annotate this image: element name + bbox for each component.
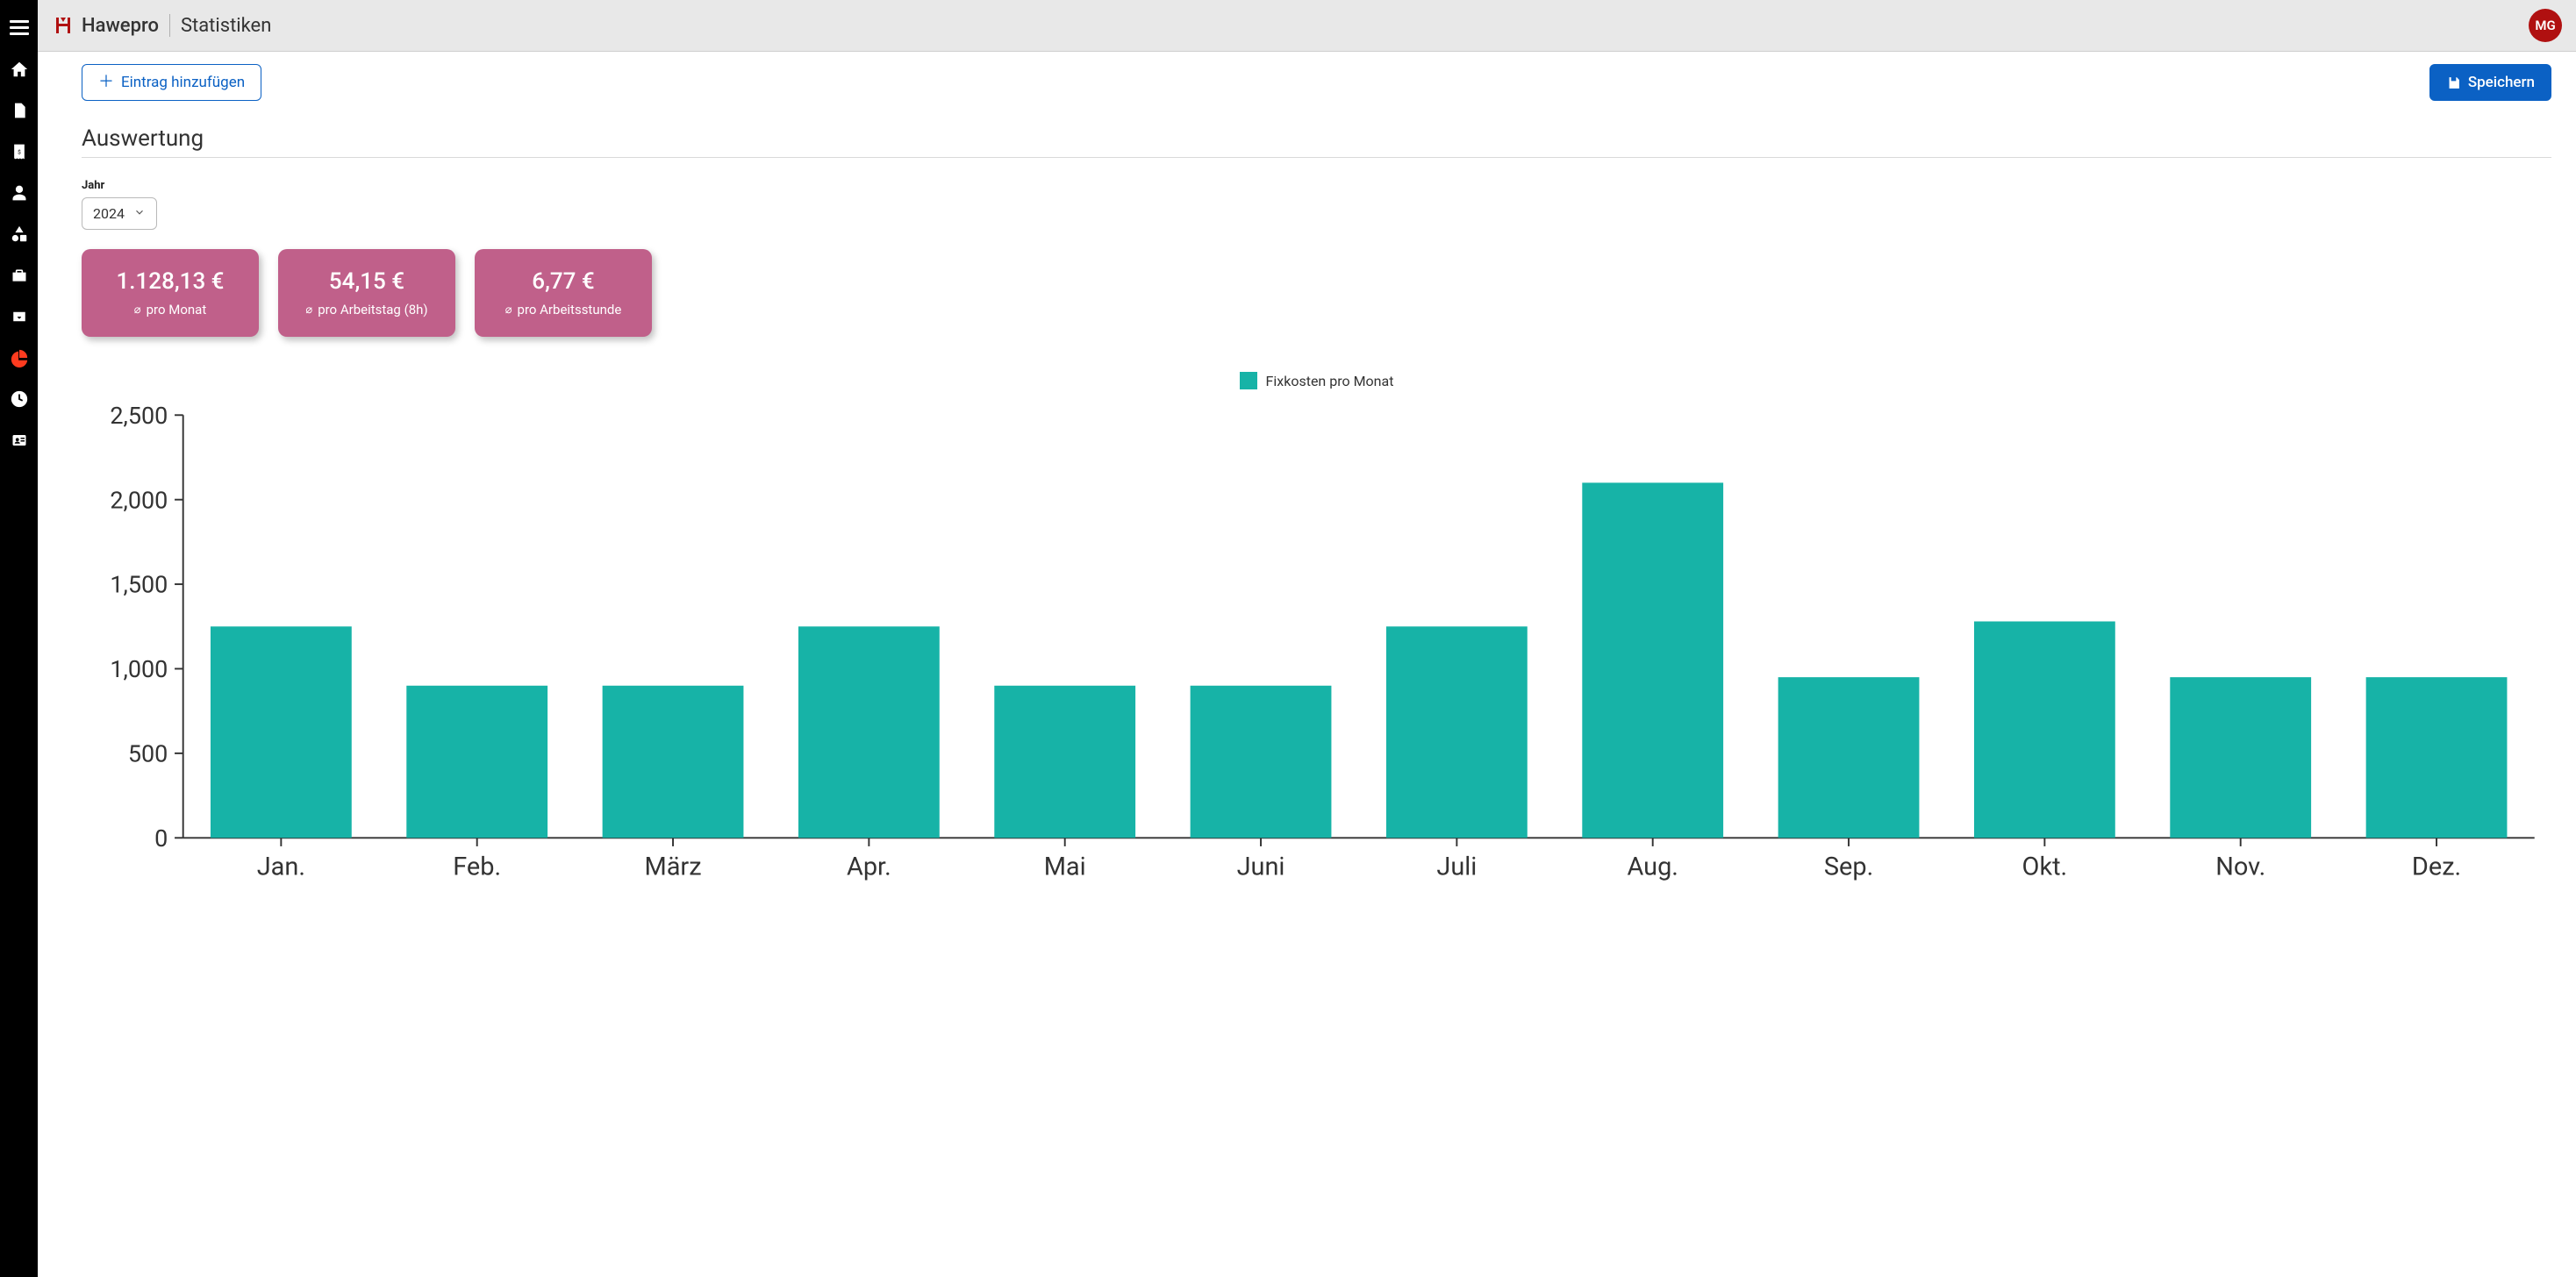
svg-text:$: $	[18, 148, 21, 155]
clock-icon	[10, 389, 29, 409]
svg-text:Feb.: Feb.	[453, 853, 501, 882]
svg-text:Apr.: Apr.	[847, 853, 891, 882]
sidebar-item-shapes[interactable]	[0, 215, 38, 253]
svg-text:Juli: Juli	[1436, 853, 1477, 882]
sidebar-item-person[interactable]	[0, 174, 38, 211]
svg-text:Okt.: Okt.	[2022, 853, 2068, 882]
add-entry-button[interactable]: ＋ Eintrag hinzufügen	[82, 64, 261, 101]
bar	[211, 626, 352, 838]
legend-swatch	[1240, 372, 1257, 389]
save-label: Speichern	[2468, 74, 2535, 91]
toolbar: ＋ Eintrag hinzufügen Speichern	[82, 64, 2551, 101]
sidebar-item-idcard[interactable]	[0, 421, 38, 459]
svg-text:0: 0	[154, 824, 168, 853]
bar	[1191, 686, 1332, 838]
stat-card: 54,15 € ⌀pro Arbeitstag (8h)	[278, 249, 455, 337]
invoice-icon: $	[11, 142, 28, 161]
bar	[1778, 677, 1920, 838]
save-icon	[2446, 75, 2461, 90]
section-title: Auswertung	[82, 125, 2551, 152]
svg-text:1,500: 1,500	[110, 571, 168, 599]
id-card-icon	[10, 432, 29, 448]
year-label: Jahr	[82, 179, 2551, 192]
brand-name: Hawepro	[82, 15, 159, 37]
svg-text:Juni: Juni	[1237, 853, 1285, 882]
bar	[406, 686, 547, 838]
diameter-icon: ⌀	[305, 303, 312, 317]
sidebar-item-toolbox[interactable]	[0, 256, 38, 294]
bar	[798, 626, 940, 838]
svg-text:Nov.: Nov.	[2215, 853, 2265, 882]
bar	[2366, 677, 2508, 838]
diameter-icon: ⌀	[505, 303, 512, 317]
year-select[interactable]: 2024	[82, 197, 157, 230]
save-button[interactable]: Speichern	[2429, 64, 2551, 101]
page-title: Statistiken	[181, 15, 271, 37]
bar	[1974, 622, 2115, 838]
stat-card-value: 54,15 €	[329, 268, 404, 295]
bar	[994, 686, 1135, 838]
diameter-icon: ⌀	[134, 303, 141, 317]
sidebar-item-statistics[interactable]	[0, 339, 38, 376]
svg-text:Mai: Mai	[1044, 853, 1086, 882]
sidebar-item-inbox[interactable]	[0, 297, 38, 335]
section-rule	[82, 157, 2551, 158]
sidebar-item-document[interactable]	[0, 91, 38, 129]
add-entry-label: Eintrag hinzufügen	[121, 74, 245, 91]
bar	[2170, 677, 2311, 838]
chevron-down-icon	[133, 205, 146, 222]
year-value: 2024	[93, 205, 125, 222]
svg-text:Jan.: Jan.	[257, 853, 305, 882]
stat-card-value: 6,77 €	[532, 268, 594, 295]
bar	[1386, 626, 1528, 838]
bar	[603, 686, 744, 838]
person-icon	[11, 183, 28, 203]
chart-pie-icon	[10, 348, 29, 367]
legend-label: Fixkosten pro Monat	[1266, 373, 1394, 389]
main: Hawepro Statistiken MG ＋ Eintrag hinzufü…	[38, 0, 2576, 1277]
shapes-icon	[10, 225, 29, 244]
hamburger-icon	[10, 20, 29, 35]
svg-text:Aug.: Aug.	[1627, 853, 1678, 882]
svg-text:Sep.: Sep.	[1824, 853, 1873, 882]
document-icon	[11, 101, 28, 120]
svg-text:Dez.: Dez.	[2412, 853, 2461, 882]
logo-icon	[52, 14, 75, 37]
stat-card-value: 1.128,13 €	[117, 268, 225, 295]
stat-card: 1.128,13 € ⌀pro Monat	[82, 249, 259, 337]
inbox-icon	[10, 309, 29, 325]
home-icon	[10, 60, 29, 79]
sidebar: $	[0, 0, 38, 1277]
stat-card-label: ⌀pro Monat	[134, 302, 206, 317]
svg-text:März: März	[644, 853, 701, 882]
chart-legend: Fixkosten pro Monat	[82, 372, 2551, 389]
bar	[1582, 482, 1723, 838]
svg-text:2,000: 2,000	[110, 486, 168, 514]
svg-text:500: 500	[128, 740, 168, 768]
header: Hawepro Statistiken MG	[38, 0, 2576, 52]
sidebar-item-menu[interactable]	[0, 9, 38, 46]
bar-chart-svg: 0 500 1,000 1,500 2,000 2,500 Jan. Feb. März Apr.…	[82, 398, 2551, 905]
chart: Fixkosten pro Monat 0 500 1,000 1,500 2,000 2…	[82, 372, 2551, 905]
svg-text:2,500: 2,500	[110, 402, 168, 430]
sidebar-item-invoice[interactable]: $	[0, 132, 38, 170]
avatar[interactable]: MG	[2529, 9, 2562, 42]
sidebar-item-home[interactable]	[0, 50, 38, 88]
content: ＋ Eintrag hinzufügen Speichern Auswertun…	[38, 52, 2576, 931]
stat-cards: 1.128,13 € ⌀pro Monat 54,15 € ⌀pro Arbeitst…	[82, 249, 2551, 337]
svg-text:1,000: 1,000	[110, 655, 168, 683]
plus-icon: ＋	[98, 75, 114, 90]
header-divider	[169, 14, 170, 37]
stat-card-label: ⌀pro Arbeitsstunde	[505, 302, 622, 317]
toolbox-icon	[10, 267, 29, 284]
stat-card: 6,77 € ⌀pro Arbeitsstunde	[475, 249, 652, 337]
sidebar-item-clock[interactable]	[0, 380, 38, 417]
stat-card-label: ⌀pro Arbeitstag (8h)	[305, 302, 427, 317]
